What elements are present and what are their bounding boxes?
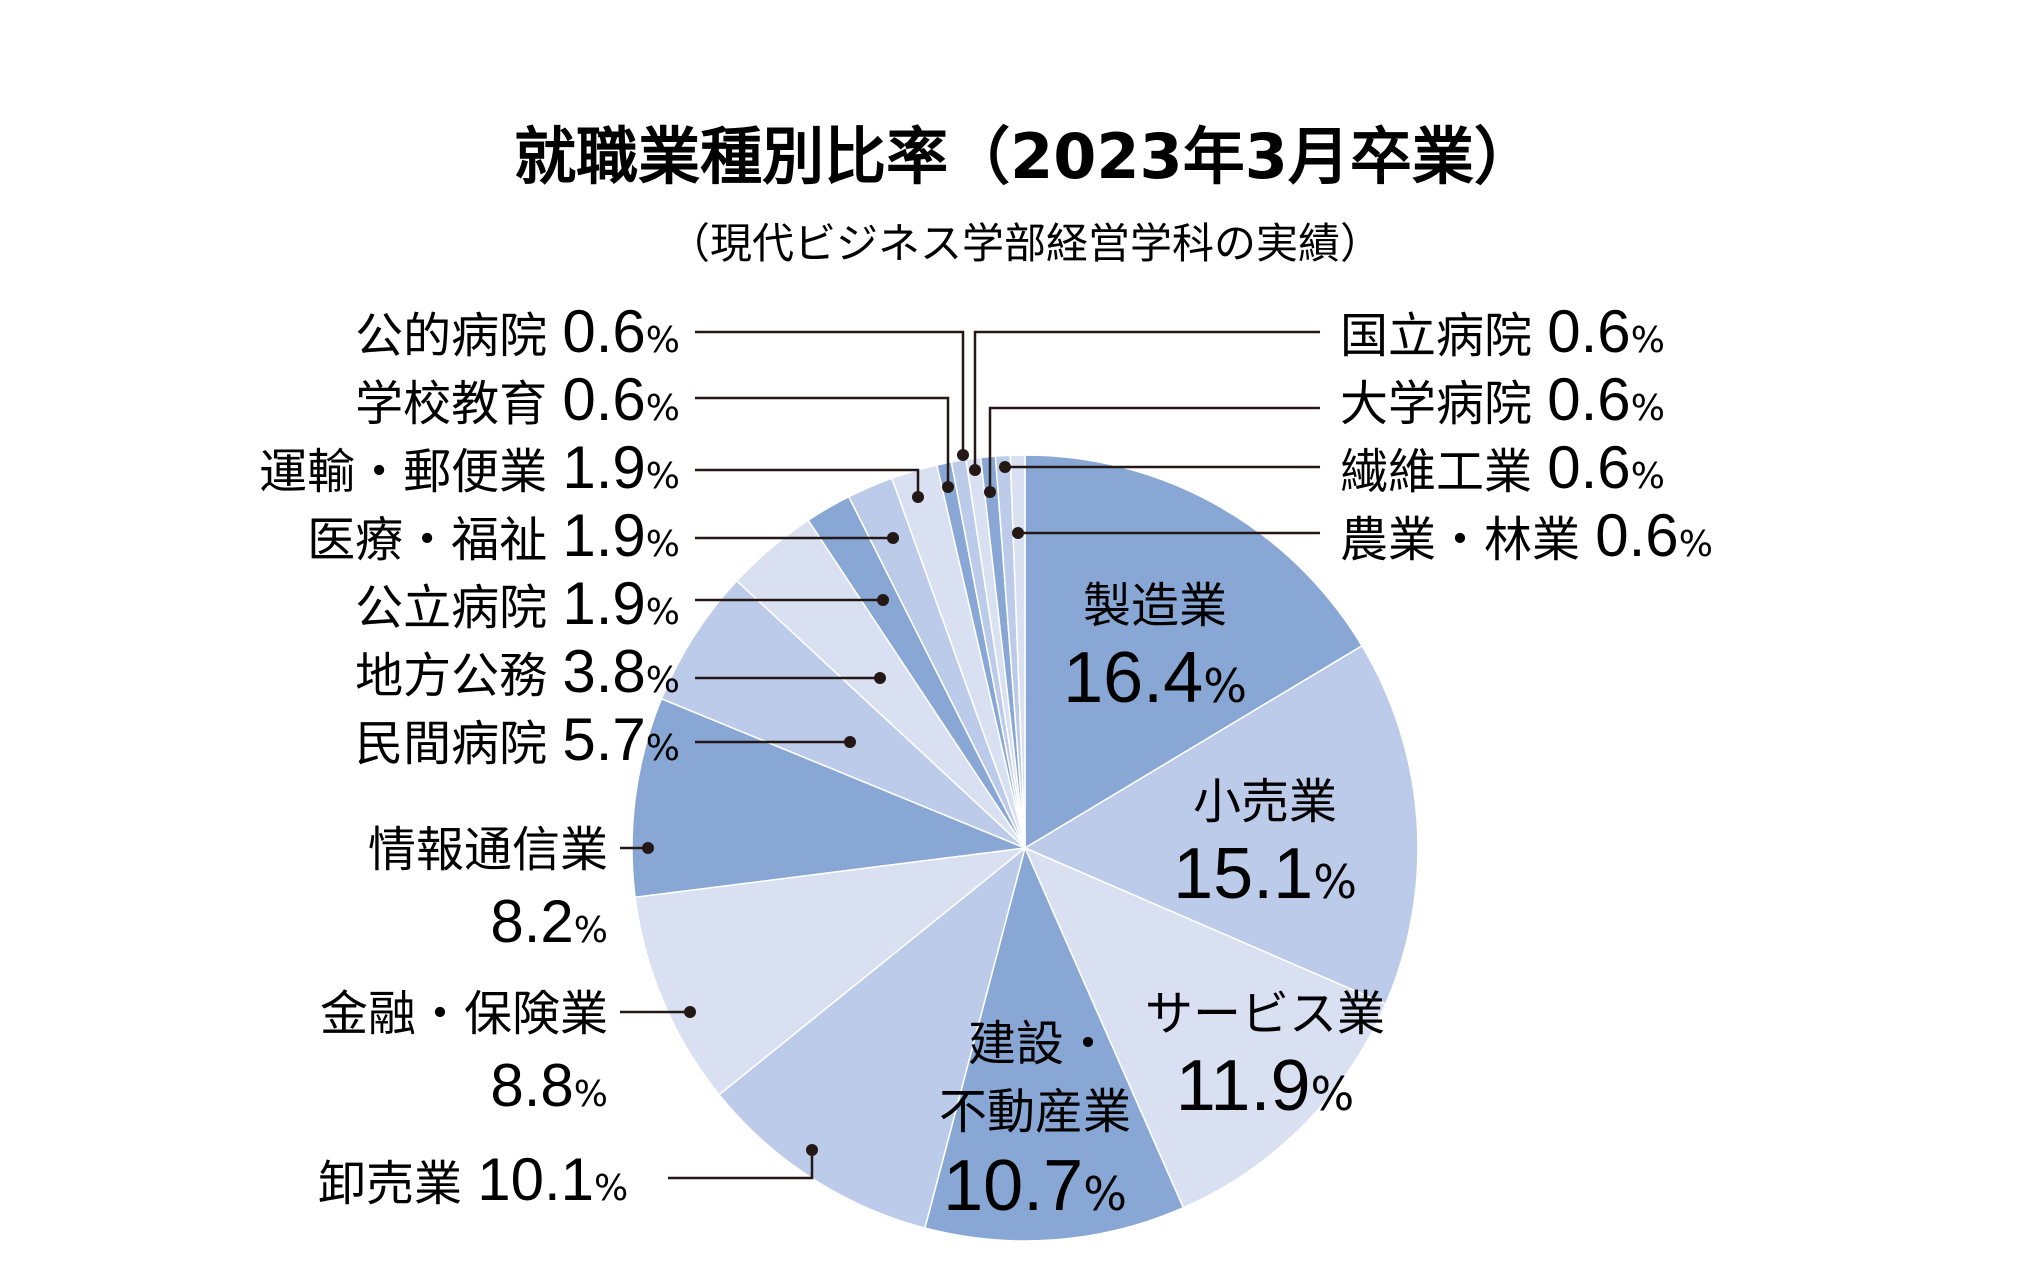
- leader-dot: [984, 486, 996, 498]
- leader-line: [695, 396, 950, 487]
- leader-dot: [1012, 527, 1024, 539]
- leader-dot: [887, 532, 899, 544]
- chart-subtitle: （現代ビジネス学部経営学科の実績）: [668, 219, 1382, 268]
- slice-label: 8.2%: [490, 888, 608, 955]
- leader-dot: [912, 491, 924, 503]
- pie-slice: [631, 697, 1028, 899]
- slice-label: 繊維工業 0.6%: [1340, 434, 1665, 501]
- leader-dot: [999, 461, 1011, 473]
- slice-label: 情報通信業: [368, 822, 608, 878]
- slice-label: 医療・福祉 1.9%: [307, 502, 680, 569]
- leader-dot: [877, 594, 889, 606]
- leader-line: [973, 330, 1320, 470]
- leader-dot: [957, 449, 969, 461]
- slice-label: 不動産業: [939, 1084, 1131, 1140]
- leader-dot: [874, 672, 886, 684]
- slice-label: 農業・林業 0.6%: [1340, 502, 1713, 569]
- slice-label: 国立病院 0.6%: [1340, 298, 1665, 365]
- slice-label: サービス業: [1145, 986, 1385, 1042]
- slice-label: 学校教育 0.6%: [355, 366, 680, 433]
- slice-label: 卸売業 10.1%: [318, 1146, 628, 1213]
- pie-slice: [1023, 644, 1419, 1006]
- slice-label: 公的病院 0.6%: [355, 298, 680, 365]
- slice-label: 製造業: [1083, 578, 1227, 634]
- leader-dot: [969, 464, 981, 476]
- leader-dot: [642, 842, 654, 854]
- slice-label: 10.7%: [943, 1146, 1127, 1226]
- leader-dot: [684, 1006, 696, 1018]
- slice-label: 運輸・郵便業 1.9%: [259, 434, 680, 501]
- leader-line: [695, 468, 920, 497]
- leader-dot: [844, 736, 856, 748]
- leader-lines: [620, 330, 1320, 1180]
- slice-label: 地方公務 3.8%: [355, 638, 680, 705]
- slice-label: 16.4%: [1063, 638, 1247, 718]
- slice-label: 15.1%: [1173, 834, 1357, 914]
- slice-label: 大学病院 0.6%: [1340, 366, 1665, 433]
- pie-slices: [631, 454, 1419, 1242]
- pie-slice: [923, 845, 1185, 1242]
- pie-slice: [1024, 454, 1364, 850]
- pie-slice: [1009, 454, 1026, 849]
- slice-label: 金融・保険業: [320, 986, 608, 1042]
- slice-label: 小売業: [1193, 774, 1337, 830]
- slice-label: 建設・: [968, 1016, 1112, 1072]
- chart-title: 就職業種別比率（2023年3月卒業）: [514, 120, 1536, 193]
- leader-line: [695, 330, 965, 455]
- pie-slice: [1023, 846, 1387, 1209]
- pie-slice: [634, 846, 1028, 1096]
- leader-dot: [806, 1144, 818, 1156]
- leader-dot: [942, 481, 954, 493]
- leader-line: [668, 1150, 814, 1180]
- slice-label: 8.8%: [490, 1052, 608, 1119]
- slice-label: 公立病院 1.9%: [355, 570, 680, 637]
- slice-label: 11.9%: [1176, 1046, 1355, 1126]
- slice-label: 民間病院 5.7%: [355, 706, 680, 773]
- leader-line: [988, 406, 1320, 492]
- pie-slice: [660, 579, 1026, 849]
